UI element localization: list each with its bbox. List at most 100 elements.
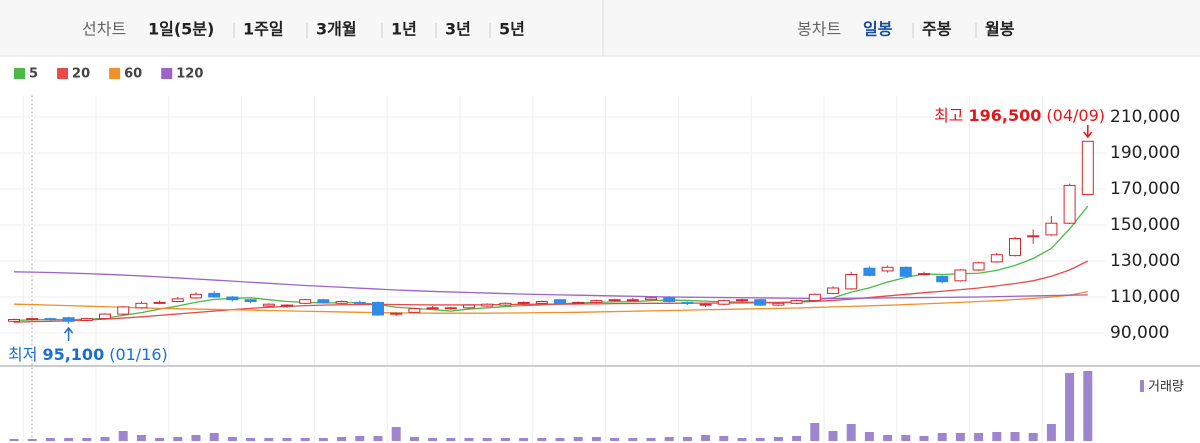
candle-body	[1045, 222, 1058, 236]
candle-body	[117, 306, 130, 315]
volume-bar	[118, 431, 128, 441]
volume-bar	[246, 438, 256, 441]
legend-swatch	[14, 68, 25, 79]
volume-bar	[409, 437, 419, 441]
candle-body	[1009, 238, 1021, 257]
candle-body	[754, 299, 767, 306]
volume-bar	[919, 436, 929, 441]
volume-legend-swatch	[1140, 380, 1144, 392]
candle-body	[8, 319, 20, 322]
high-annotation-label: 최고	[934, 106, 963, 125]
candle-body	[681, 301, 694, 304]
candle-body	[717, 300, 730, 305]
volume-bar	[446, 438, 456, 441]
candle-body	[608, 299, 621, 302]
volume-bar	[883, 435, 893, 441]
volume-bar	[610, 438, 620, 441]
volume-bar	[100, 437, 110, 441]
y-tick-label: 110,000	[1110, 287, 1180, 307]
volume-bar	[773, 437, 783, 441]
candle-body	[845, 274, 858, 290]
legend-swatch	[161, 68, 173, 79]
volume-bar	[227, 437, 237, 441]
volume-bar	[45, 438, 55, 441]
candle-body	[26, 318, 39, 321]
volume-bar	[391, 427, 401, 441]
toolbar-tabs: 선차트 1일(5분) 1주일 3개월 1년 3년 5년 봉차트 일봉 주봉 월봉	[82, 20, 1015, 39]
candle-body	[226, 296, 239, 301]
high-arrow	[1083, 125, 1093, 139]
volume-bar	[719, 436, 729, 441]
candle-body	[554, 299, 566, 304]
volume-bar	[209, 433, 219, 441]
candle-tab[interactable]: 일봉	[863, 20, 893, 39]
high-annotation-date: (04/09)	[1046, 106, 1105, 125]
candle-body	[1027, 235, 1040, 238]
volume-bar	[519, 438, 529, 441]
volume-bar	[646, 438, 656, 441]
candle-body	[954, 269, 967, 282]
candle-body	[62, 317, 75, 322]
candle-body	[881, 266, 894, 272]
volume-bar	[1028, 433, 1038, 441]
candle-body	[153, 301, 166, 304]
candle-body	[736, 299, 748, 302]
low-arrow	[64, 326, 74, 341]
candle-body	[299, 299, 312, 304]
volume-bar	[136, 435, 146, 441]
volume-bar	[992, 432, 1002, 441]
volume-bar	[864, 432, 874, 441]
volume-legend-label: 거래량	[1148, 380, 1184, 395]
period-tab[interactable]: 3개월	[316, 20, 357, 39]
volume-bar	[1010, 432, 1020, 441]
candle-body	[244, 299, 257, 303]
volume-bar	[482, 438, 492, 441]
volume-bar	[1046, 424, 1056, 441]
y-tick-label: 170,000	[1110, 179, 1180, 199]
candle-tab[interactable]: 주봉	[922, 20, 952, 39]
volume-bar	[682, 437, 692, 441]
low-annotation-value: 95,100	[42, 345, 104, 364]
legend-label: 5	[29, 67, 38, 82]
period-tab[interactable]: 5년	[499, 20, 525, 39]
period-tab[interactable]: 1일(5분)	[148, 20, 214, 39]
volume-bar	[1083, 371, 1093, 441]
tab-group-label: 선차트	[82, 20, 126, 39]
period-tab[interactable]: 1주일	[243, 20, 284, 39]
volume-bar	[701, 435, 711, 441]
candle-body	[208, 292, 221, 298]
candle-body	[335, 301, 348, 304]
candle-body	[1063, 184, 1076, 224]
candle-body	[135, 302, 148, 309]
candle-body	[1081, 140, 1094, 195]
candle-body	[262, 303, 275, 307]
volume-bar	[937, 433, 947, 441]
legend-label: 20	[72, 67, 90, 82]
legend-label: 60	[124, 67, 142, 82]
volume-bar	[373, 436, 383, 441]
toolbar	[0, 0, 1200, 56]
volume-bar	[537, 438, 547, 441]
volume-bar	[955, 433, 965, 441]
period-tab[interactable]: 3년	[445, 20, 471, 39]
y-tick-label: 90,000	[1110, 323, 1169, 343]
volume-bar	[792, 436, 802, 441]
volume-bar	[737, 438, 747, 441]
volume-bar	[755, 438, 765, 441]
volume-bar	[264, 438, 274, 441]
volume-bar	[27, 439, 37, 441]
candle-body	[463, 304, 475, 309]
candle-tab[interactable]: 월봉	[985, 20, 1015, 39]
candle-body	[572, 301, 585, 304]
candle-body	[44, 318, 57, 321]
volume-bar	[628, 438, 638, 441]
candle-body	[99, 313, 111, 320]
volume-bar	[191, 435, 201, 441]
period-tab[interactable]: 1년	[391, 20, 417, 39]
legend-swatch	[109, 68, 121, 79]
price-plot: 90,000 110,000 130,000 150,000 170,000 190,00…	[0, 95, 1180, 443]
volume-bar	[810, 423, 820, 441]
candle-body	[936, 275, 949, 283]
volume-bar	[974, 433, 984, 441]
volume-bar	[64, 438, 74, 441]
